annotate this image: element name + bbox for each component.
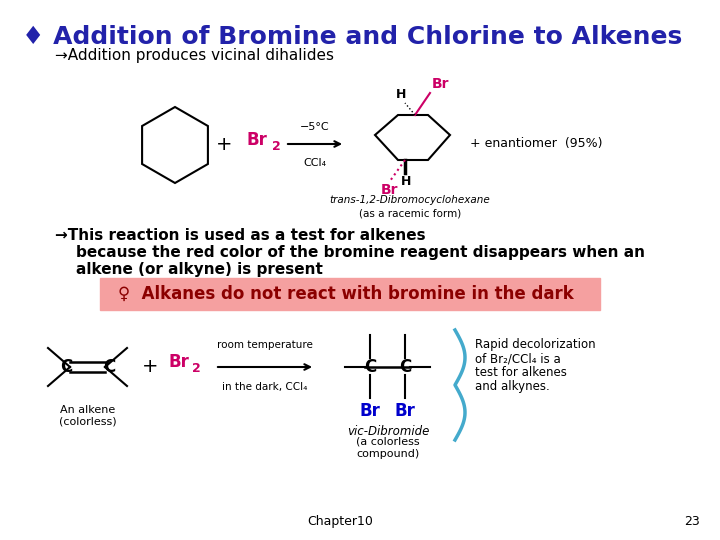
Text: Br: Br bbox=[168, 353, 189, 371]
Text: −5°C: −5°C bbox=[300, 122, 330, 132]
Text: ♦ Addition of Bromine and Chlorine to Alkenes: ♦ Addition of Bromine and Chlorine to Al… bbox=[22, 25, 683, 49]
Text: C: C bbox=[364, 358, 376, 376]
Text: →Addition produces vicinal dihalides: →Addition produces vicinal dihalides bbox=[55, 48, 334, 63]
Text: +: + bbox=[216, 134, 233, 153]
Text: in the dark, CCl₄: in the dark, CCl₄ bbox=[222, 382, 307, 392]
Text: Br: Br bbox=[382, 183, 399, 197]
Text: ♀  Alkanes do not react with bromine in the dark: ♀ Alkanes do not react with bromine in t… bbox=[118, 285, 574, 303]
Text: →This reaction is used as a test for alkenes: →This reaction is used as a test for alk… bbox=[55, 228, 426, 243]
Text: test for alkenes: test for alkenes bbox=[475, 366, 567, 379]
Text: because the red color of the bromine reagent disappears when an: because the red color of the bromine rea… bbox=[55, 245, 645, 260]
Text: + enantiomer  (95%): + enantiomer (95%) bbox=[470, 138, 603, 151]
Text: trans-1,2-Dibromocyclohexane: trans-1,2-Dibromocyclohexane bbox=[330, 195, 490, 205]
Text: Br: Br bbox=[246, 131, 267, 149]
Bar bbox=[100, 278, 600, 310]
Text: Chapter10: Chapter10 bbox=[307, 515, 373, 528]
Text: of Br₂/CCl₄ is a: of Br₂/CCl₄ is a bbox=[475, 352, 561, 365]
Text: and alkynes.: and alkynes. bbox=[475, 380, 550, 393]
Text: 2: 2 bbox=[192, 362, 201, 375]
Text: CCl₄: CCl₄ bbox=[303, 158, 327, 168]
Text: Br: Br bbox=[395, 402, 415, 420]
Text: room temperature: room temperature bbox=[217, 340, 313, 350]
Text: H: H bbox=[395, 88, 406, 101]
Text: Br: Br bbox=[432, 77, 449, 91]
Text: (as a racemic form): (as a racemic form) bbox=[359, 208, 461, 218]
Text: vic-Dibromide: vic-Dibromide bbox=[347, 425, 429, 438]
Text: compound): compound) bbox=[356, 449, 420, 459]
Text: C: C bbox=[103, 358, 115, 376]
Text: Rapid decolorization: Rapid decolorization bbox=[475, 338, 595, 351]
Text: An alkene: An alkene bbox=[60, 405, 116, 415]
Text: (a colorless: (a colorless bbox=[356, 437, 420, 447]
Text: Br: Br bbox=[359, 402, 380, 420]
Text: 23: 23 bbox=[684, 515, 700, 528]
Text: (colorless): (colorless) bbox=[59, 417, 117, 427]
Text: 2: 2 bbox=[272, 140, 281, 153]
Text: +: + bbox=[142, 357, 158, 376]
Text: C: C bbox=[60, 358, 72, 376]
Text: alkene (or alkyne) is present: alkene (or alkyne) is present bbox=[55, 262, 323, 277]
Text: H: H bbox=[401, 175, 411, 188]
Text: C: C bbox=[399, 358, 411, 376]
